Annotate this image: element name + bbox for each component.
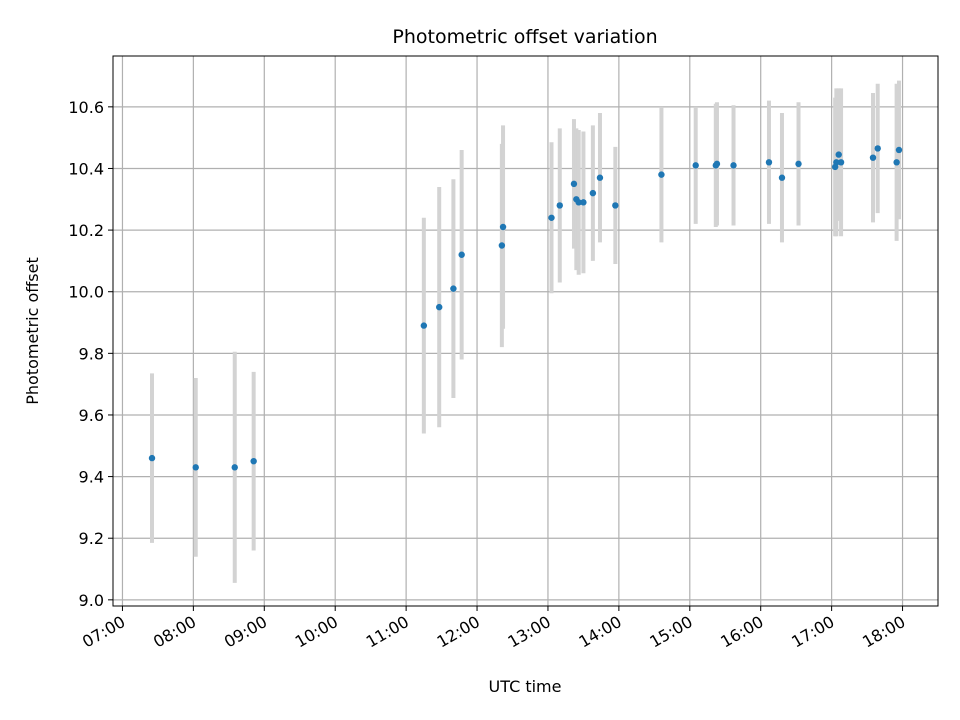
data-point — [730, 162, 737, 169]
data-point — [570, 180, 578, 188]
data-point — [869, 154, 877, 161]
data-point — [837, 159, 845, 166]
data-point — [458, 251, 465, 258]
data-point — [498, 242, 506, 249]
data-point — [575, 199, 582, 206]
data-point — [895, 146, 903, 154]
x-axis-label: UTC time — [489, 677, 562, 696]
data-point — [589, 189, 597, 197]
data-point — [612, 202, 619, 209]
data-point — [231, 464, 238, 471]
data-point — [778, 174, 786, 181]
data-point — [833, 159, 840, 166]
y-tick-label: 9.0 — [79, 591, 104, 610]
y-tick-label: 10.4 — [68, 159, 104, 178]
y-axis: 9.0 9.2 9.4 9.6 9.8 10.0 10.2 10.4 10.6 — [68, 98, 113, 610]
y-axis-label: Photometric offset — [23, 257, 42, 405]
y-tick-label: 9.8 — [79, 344, 104, 363]
data-point — [192, 464, 199, 471]
y-tick-label: 9.6 — [79, 406, 104, 425]
data-point — [250, 457, 257, 465]
data-point — [436, 303, 443, 311]
y-tick-label: 10.6 — [68, 98, 104, 117]
data-point — [548, 214, 555, 221]
data-point — [893, 159, 900, 166]
y-tick-label: 10.0 — [68, 283, 104, 302]
data-point — [580, 199, 587, 206]
y-tick-label: 9.2 — [79, 529, 104, 548]
y-tick-label: 9.4 — [79, 468, 104, 487]
data-point — [420, 322, 428, 329]
chart-title: Photometric offset variation — [392, 26, 657, 48]
grid-layer — [113, 56, 938, 606]
data-point — [713, 160, 721, 168]
data-point — [596, 174, 604, 181]
data-point — [499, 223, 507, 231]
y-tick-label: 10.2 — [68, 221, 104, 240]
data-point — [148, 454, 156, 462]
plot-frame — [112, 55, 939, 607]
data-point — [692, 162, 699, 169]
data-point — [874, 145, 881, 152]
point-layer — [148, 145, 903, 471]
data-point — [795, 160, 802, 168]
data-point — [556, 202, 563, 209]
data-point — [835, 151, 842, 158]
data-point — [450, 285, 457, 292]
data-point — [658, 171, 665, 178]
data-point — [765, 159, 773, 166]
